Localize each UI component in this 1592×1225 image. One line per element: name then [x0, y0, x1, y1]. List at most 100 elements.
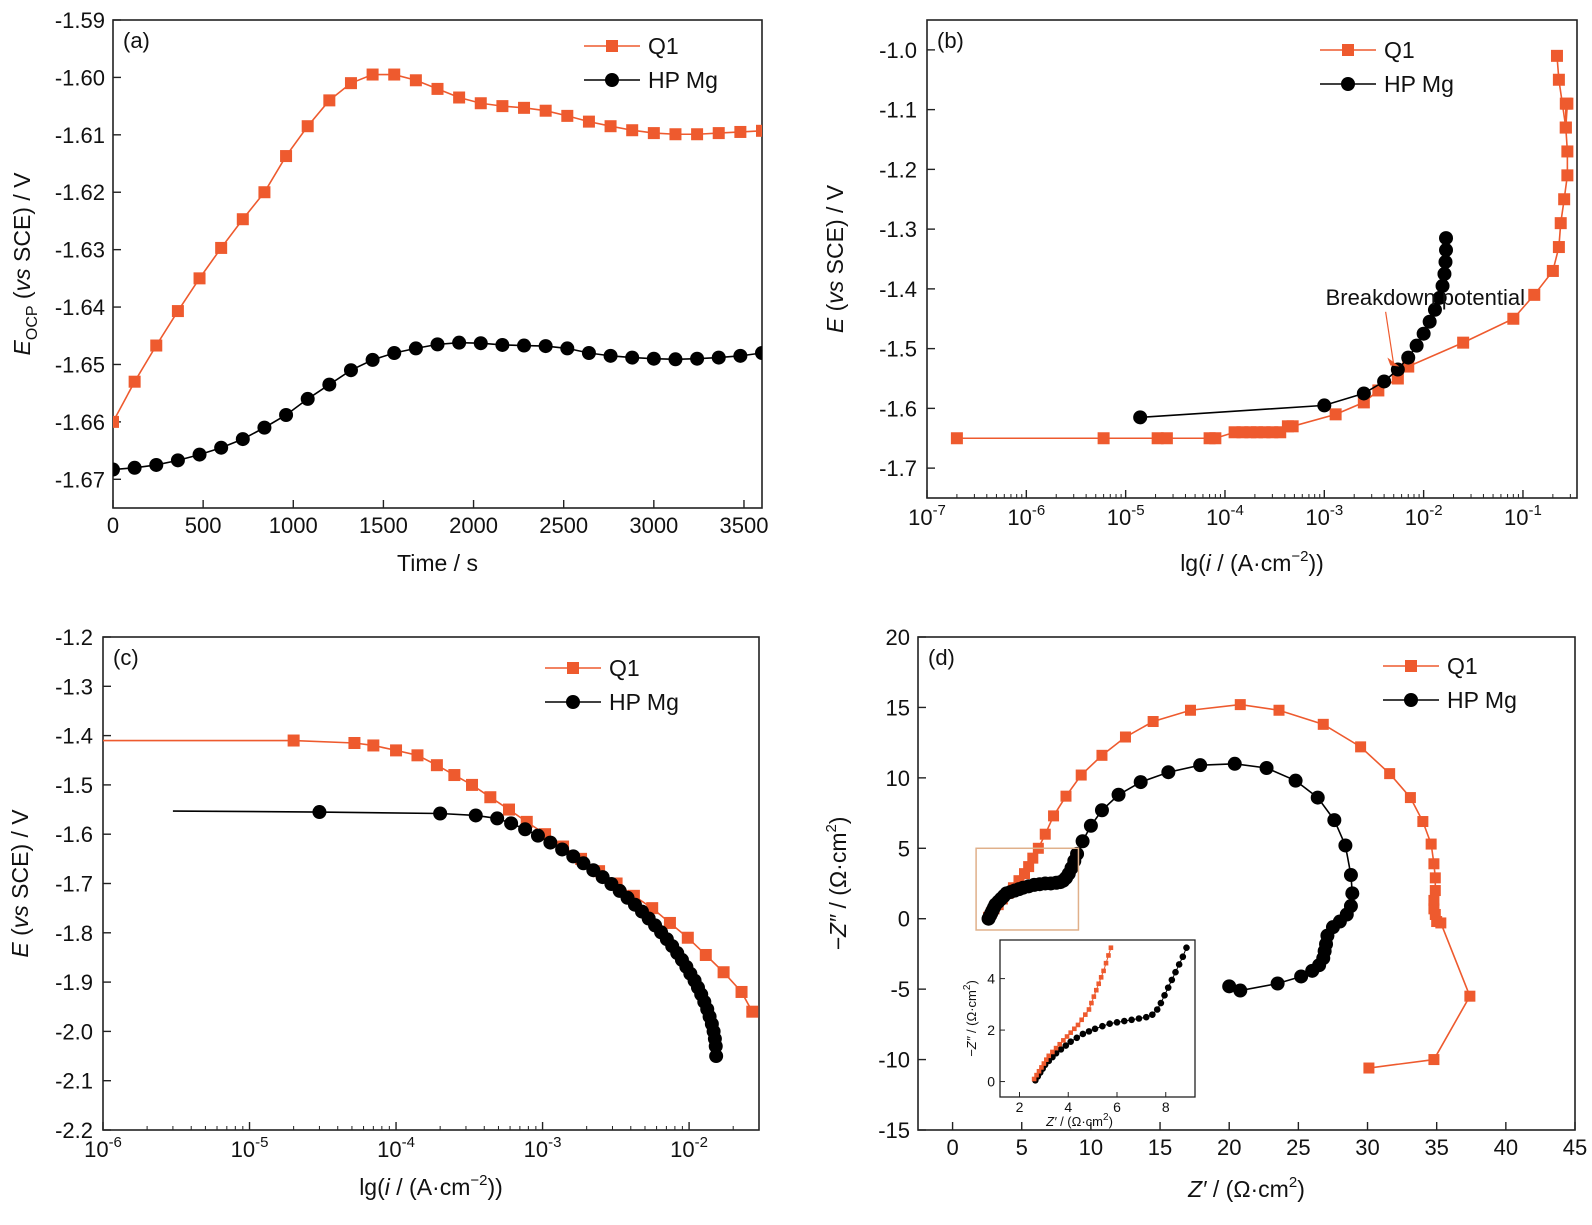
inset-point	[1099, 1022, 1106, 1030]
annotation-breakdown-potential: Breakdown potential	[1326, 285, 1525, 310]
data-point	[746, 1005, 759, 1018]
panel-c: 10-6 10-5 10-4 10-3 10-2 -1.2 -1.3 -1.4 -1.5 -1.6…	[7, 625, 760, 1200]
legend-marker	[566, 695, 580, 709]
data-point	[1427, 302, 1442, 317]
data-point	[560, 341, 575, 356]
data-point	[1133, 410, 1148, 425]
y-axis-title: E (vs SCE) / V	[822, 184, 848, 333]
data-point	[1259, 760, 1274, 775]
data-point	[150, 339, 163, 352]
data-point	[1097, 432, 1110, 445]
data-point	[1561, 169, 1574, 182]
data-point	[279, 407, 294, 422]
data-point	[235, 432, 250, 447]
data-point	[646, 351, 661, 366]
data-point	[1437, 266, 1452, 281]
data-point	[1558, 193, 1571, 206]
data-point	[1507, 312, 1520, 325]
data-point	[1133, 775, 1148, 790]
inset-point	[1108, 945, 1114, 951]
data-point	[496, 100, 509, 113]
inset-point	[1050, 1049, 1055, 1055]
data-point	[1193, 758, 1208, 773]
y-tick-label: -1.59	[55, 8, 105, 33]
inset-point	[1053, 1045, 1059, 1051]
inset-point	[1172, 968, 1179, 976]
data-point	[1417, 816, 1429, 828]
y-tick-label: -2.1	[55, 1069, 93, 1094]
data-point	[193, 272, 206, 285]
data-point	[236, 213, 249, 226]
data-point	[756, 124, 762, 137]
data-point	[192, 447, 207, 462]
inset-x-tick-label: 2	[1016, 1099, 1024, 1115]
inset-point	[1113, 1019, 1121, 1026]
inset-point	[1128, 1016, 1135, 1024]
data-point	[518, 822, 533, 837]
x-tick-label: 10-6	[1007, 502, 1045, 530]
data-point	[543, 835, 558, 850]
data-point	[1401, 350, 1416, 365]
y-tick-label: -1.62	[55, 180, 105, 205]
data-point	[668, 352, 683, 367]
x-tick-label: 2000	[449, 513, 498, 538]
x-tick-label: 10-5	[1107, 502, 1145, 530]
panel-b: 10-7 10-6 10-5 10-4 10-3 10-2 10-1 -1.0 -1.1 -1.2…	[822, 19, 1578, 576]
y-tick-label: 20	[886, 625, 910, 650]
data-point	[1294, 969, 1309, 984]
data-point	[1561, 145, 1574, 158]
inset-point	[1057, 1046, 1065, 1053]
data-point	[1552, 241, 1565, 254]
data-point	[1384, 768, 1396, 780]
x-tick-label: 35	[1424, 1135, 1448, 1160]
panel-label: (b)	[937, 28, 964, 53]
series-line-hp-mg	[1140, 238, 1447, 419]
data-point	[433, 806, 448, 821]
panel-a: 0 500 1000 1500 2000 2500 3000 3500 -1.59 -1.60 -1…	[9, 8, 768, 576]
data-point	[517, 338, 532, 353]
x-tick-label: 0	[107, 513, 119, 538]
data-point	[1428, 903, 1440, 915]
data-point	[452, 335, 467, 350]
inset-point	[1034, 1072, 1039, 1078]
data-point	[322, 377, 337, 392]
data-point	[669, 128, 682, 141]
series-line-q1	[113, 73, 762, 423]
legend-marker	[1404, 693, 1418, 707]
data-point	[663, 916, 676, 929]
inset-point	[1031, 1076, 1037, 1082]
inset-point	[1073, 1034, 1081, 1042]
data-point	[1416, 326, 1431, 341]
y-tick-label: -1.7	[55, 872, 93, 897]
data-point	[555, 842, 570, 857]
legend-marker	[606, 40, 618, 52]
data-point	[582, 115, 595, 128]
panel-label: (d)	[928, 645, 955, 670]
y-tick-label: -5	[890, 977, 910, 1002]
inset-x-tick-label: 4	[1064, 1099, 1072, 1115]
y-tick-label: -1.61	[55, 123, 105, 148]
series-line-hp-mg	[113, 341, 762, 471]
data-point	[625, 350, 640, 365]
inset-point	[1044, 1057, 1049, 1062]
inset-point	[1091, 994, 1097, 999]
data-point	[1404, 792, 1416, 804]
y-tick-label: -1.2	[879, 157, 917, 182]
x-tick-label: 2500	[539, 513, 588, 538]
legend-marker	[605, 73, 619, 87]
inset-x-tick-label: 8	[1162, 1099, 1170, 1115]
inset-point	[1041, 1061, 1047, 1066]
data-point	[1075, 769, 1087, 781]
y-tick-label: -15	[878, 1118, 910, 1143]
legend-label: HP Mg	[648, 67, 718, 93]
data-point	[1435, 917, 1447, 929]
data-point	[490, 811, 505, 826]
data-point	[127, 460, 142, 475]
plot-frame	[917, 636, 1576, 1131]
data-point	[1528, 288, 1541, 301]
data-point	[1432, 290, 1447, 305]
data-point	[215, 241, 228, 254]
y-tick-label: -1.6	[879, 396, 917, 421]
y-tick-label: -1.6	[55, 822, 93, 847]
